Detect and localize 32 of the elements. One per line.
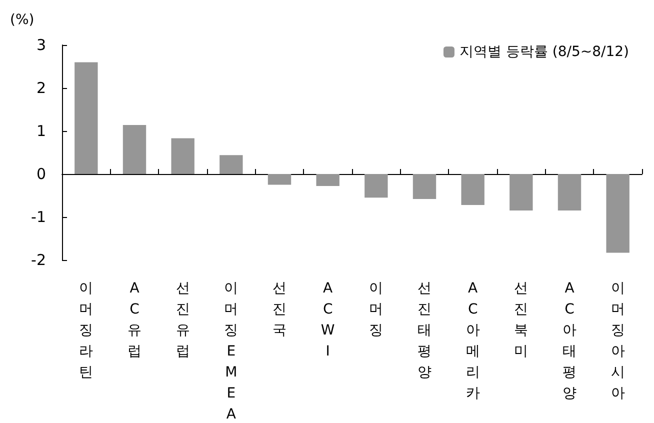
bar	[461, 174, 484, 205]
bar	[268, 174, 292, 185]
bar	[220, 155, 243, 174]
bar	[558, 174, 582, 211]
y-tick-label: -2	[31, 251, 46, 269]
x-tick-label: 선진북미	[514, 280, 528, 360]
y-tick-label: 0	[36, 165, 46, 183]
x-tick-label: 선진국	[272, 280, 286, 338]
x-tick-label: AC아메리카	[466, 280, 480, 402]
x-tick-label: ACWI	[320, 280, 335, 360]
x-tick-label: 이머징	[369, 280, 384, 338]
x-tick-label: 선진태평양	[418, 280, 432, 380]
x-tick-label: 이머징EMEA	[224, 280, 238, 422]
bar	[122, 124, 146, 174]
x-tick-label: 이머징라틴	[79, 280, 94, 380]
y-tick-label: 1	[36, 122, 46, 140]
y-tick-label: 2	[36, 79, 46, 97]
bar	[364, 174, 388, 198]
y-tick-label: -1	[31, 208, 46, 226]
y-tick-label: 3	[36, 36, 46, 54]
bar	[510, 174, 533, 211]
x-tick-label: AC유럽	[128, 280, 142, 360]
bar	[412, 174, 436, 199]
legend-label: 지역별 등락률 (8/5~8/12)	[459, 44, 630, 60]
x-tick-label: 선진유럽	[176, 280, 190, 360]
x-tick-label: AC아태평양	[562, 280, 576, 402]
bar	[74, 62, 98, 174]
bar	[171, 138, 194, 174]
y-axis-title: (%)	[10, 12, 34, 28]
x-tick-label: 이머징아시아	[610, 280, 625, 402]
bar	[606, 174, 630, 253]
bar	[316, 174, 340, 186]
